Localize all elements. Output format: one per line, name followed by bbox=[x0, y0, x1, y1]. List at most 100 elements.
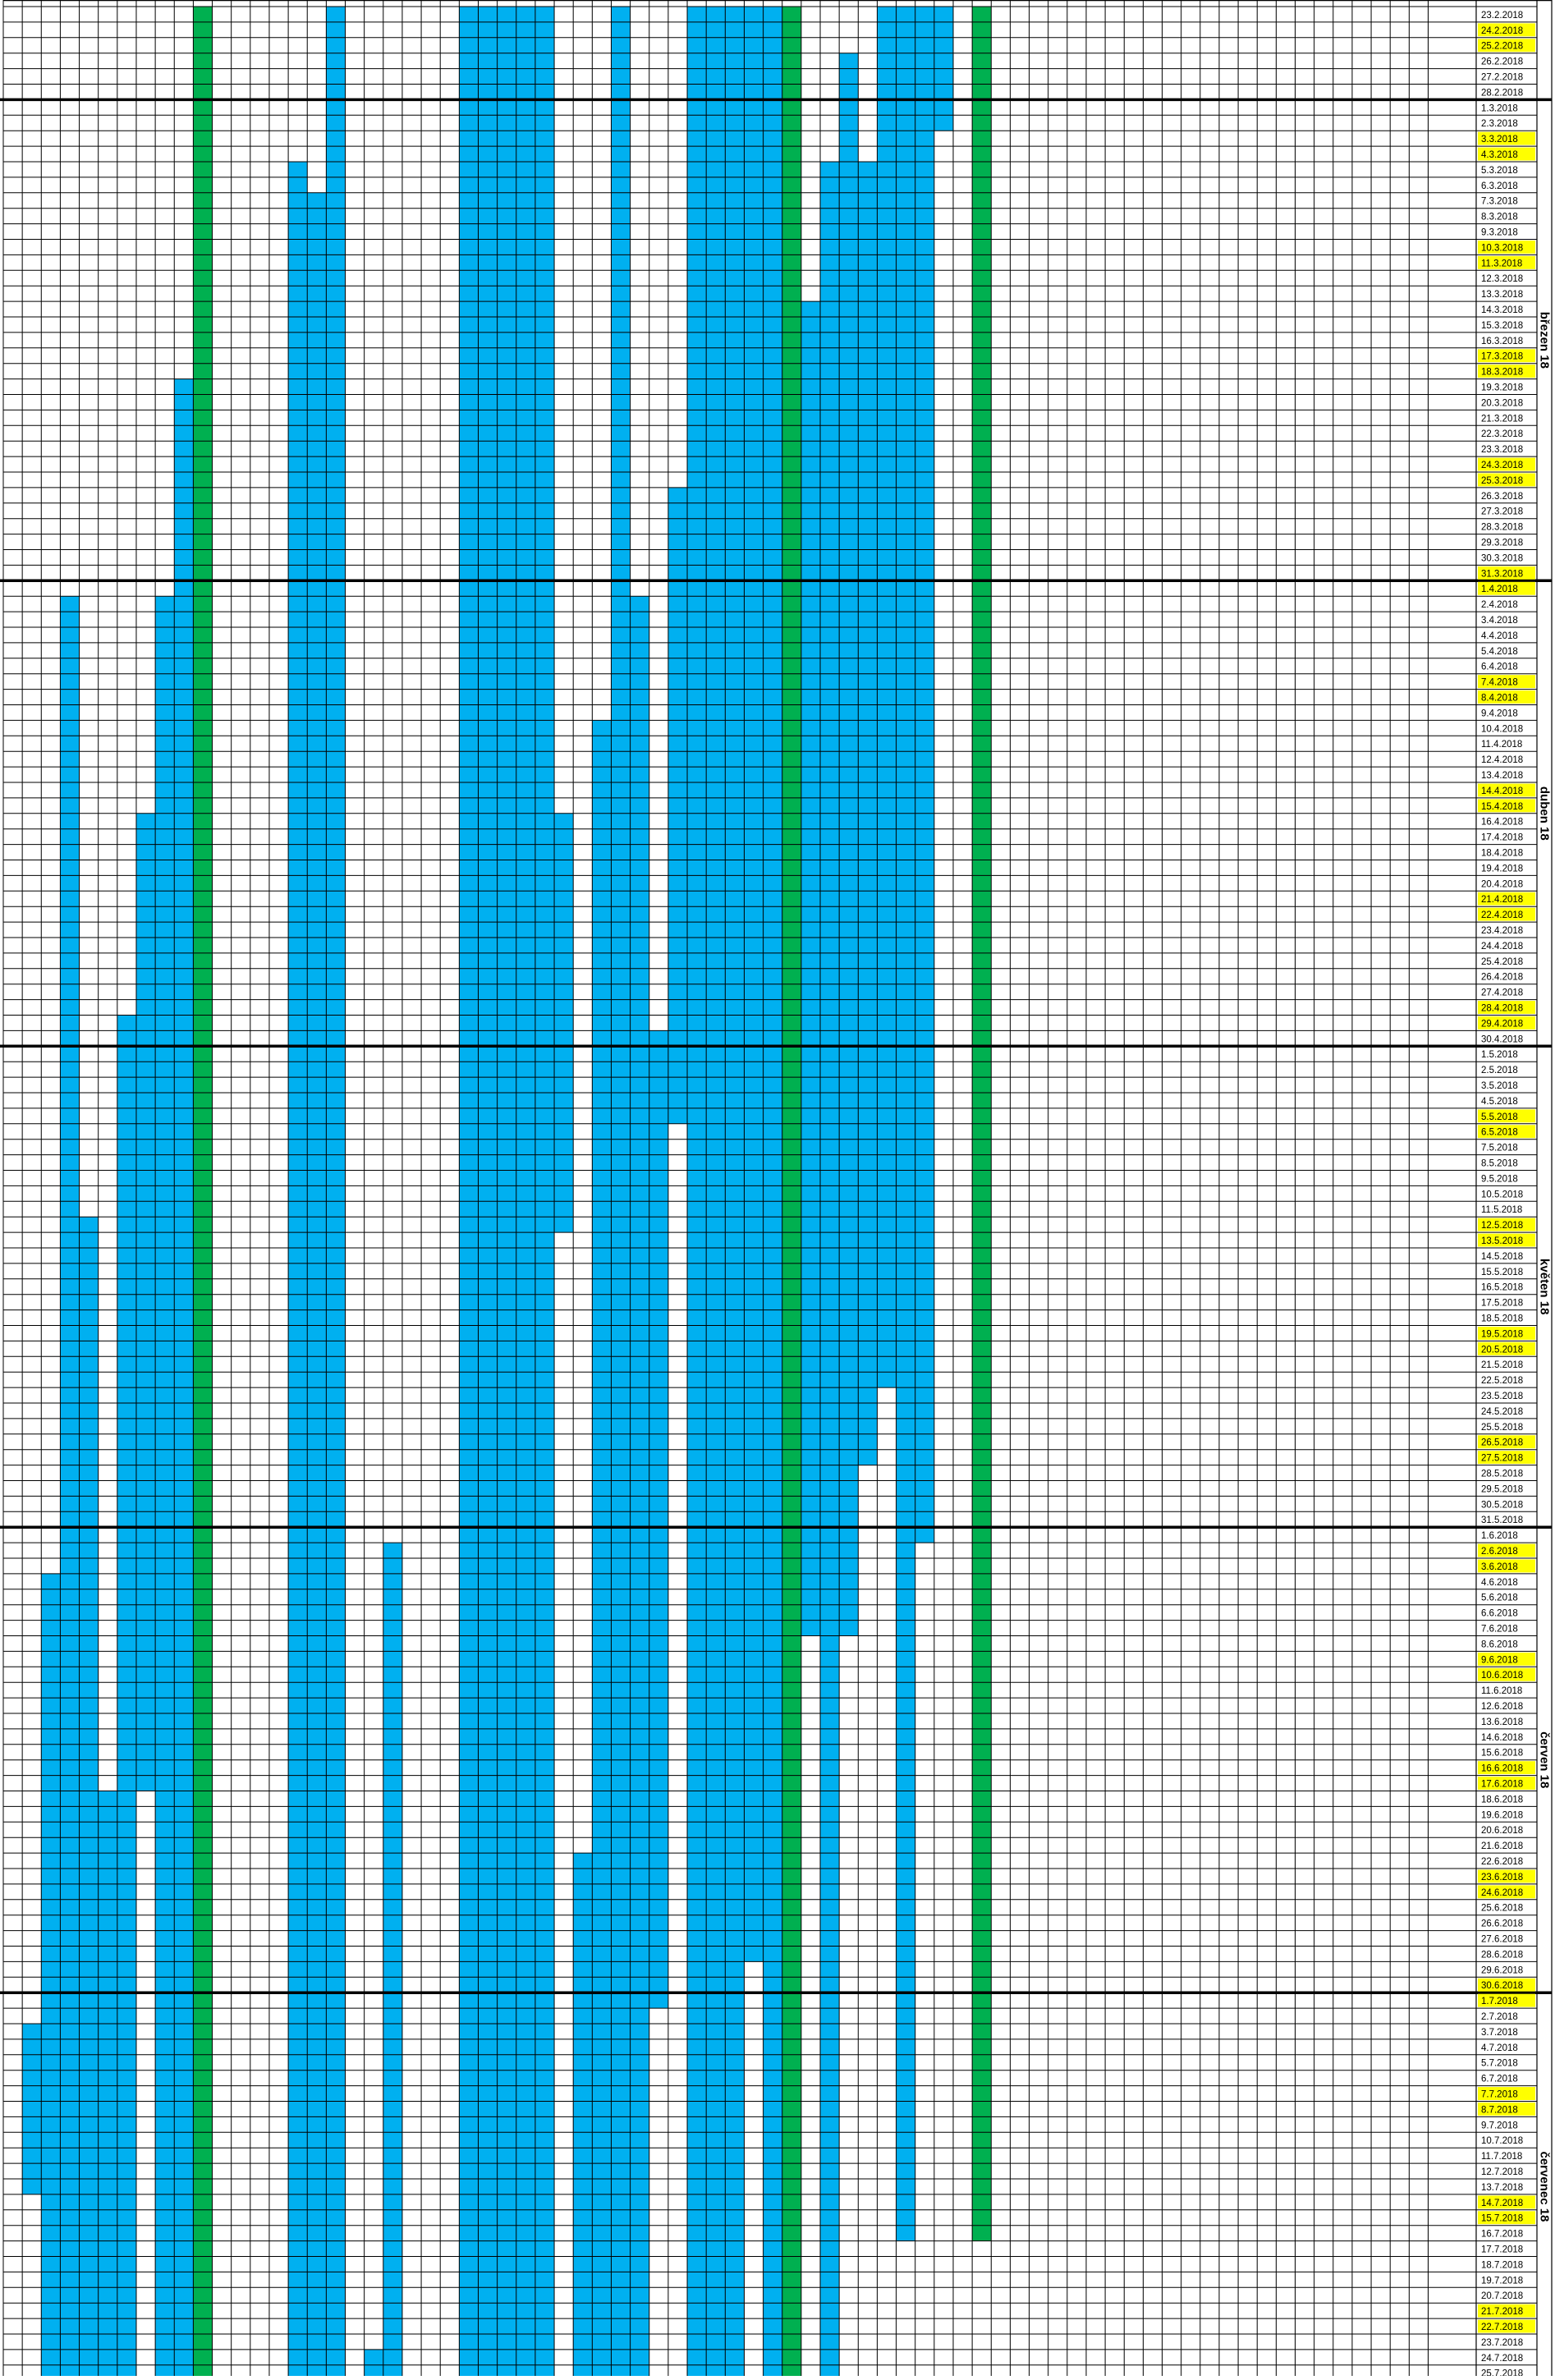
blue-bar-29 bbox=[725, 7, 745, 2380]
weekend-highlight bbox=[1478, 147, 1535, 161]
weekend-highlight bbox=[1478, 1559, 1535, 1573]
weekend-highlight bbox=[1478, 457, 1535, 471]
weekend-highlight bbox=[1478, 783, 1535, 797]
date-label: 30.4.2018 bbox=[1481, 1034, 1523, 1044]
date-label: 15.7.2018 bbox=[1481, 2214, 1523, 2224]
date-label: 5.3.2018 bbox=[1481, 166, 1518, 176]
date-label: 28.4.2018 bbox=[1481, 1004, 1523, 1014]
date-label: 5.6.2018 bbox=[1481, 1594, 1518, 1603]
blue-bar-3 bbox=[79, 1217, 99, 2380]
date-label: 16.6.2018 bbox=[1481, 1764, 1523, 1774]
date-label: 30.3.2018 bbox=[1481, 553, 1523, 563]
month-label: červen 18 bbox=[1538, 1731, 1552, 1788]
blue-bar-13 bbox=[364, 2349, 383, 2380]
date-label: 28.2.2018 bbox=[1481, 88, 1523, 98]
blue-bar-10 bbox=[288, 162, 308, 2380]
blue-bar-1 bbox=[41, 1573, 61, 2380]
date-label: 5.7.2018 bbox=[1481, 2059, 1518, 2069]
weekend-highlight bbox=[1478, 799, 1535, 813]
date-label: 5.5.2018 bbox=[1481, 1112, 1518, 1122]
date-label: 17.7.2018 bbox=[1481, 2245, 1523, 2255]
date-label: 27.2.2018 bbox=[1481, 73, 1523, 83]
blue-bar-24 bbox=[630, 596, 649, 2380]
weekend-highlight bbox=[1478, 1435, 1535, 1449]
date-label: 14.4.2018 bbox=[1481, 786, 1523, 796]
date-label: 13.7.2018 bbox=[1481, 2183, 1523, 2193]
date-label: 24.5.2018 bbox=[1481, 1407, 1523, 1417]
date-label: 30.5.2018 bbox=[1481, 1500, 1523, 1510]
date-label: 11.4.2018 bbox=[1481, 740, 1522, 750]
date-label: 9.7.2018 bbox=[1481, 2121, 1518, 2130]
date-label: 20.6.2018 bbox=[1481, 1826, 1523, 1836]
date-label: 17.4.2018 bbox=[1481, 833, 1523, 843]
blue-bar-21 bbox=[573, 1853, 593, 2380]
date-label: 15.5.2018 bbox=[1481, 1268, 1523, 1277]
date-label: 8.7.2018 bbox=[1481, 2105, 1518, 2115]
date-label: 8.6.2018 bbox=[1481, 1639, 1518, 1649]
month-label: červenec 18 bbox=[1538, 2151, 1552, 2222]
weekend-highlight bbox=[1478, 2103, 1535, 2116]
blue-bar-26 bbox=[667, 487, 688, 1124]
date-label: 29.5.2018 bbox=[1481, 1484, 1523, 1494]
date-label: 31.5.2018 bbox=[1481, 1516, 1523, 1525]
date-label: 18.3.2018 bbox=[1481, 368, 1523, 378]
weekend-highlight bbox=[1478, 365, 1535, 378]
date-label: 20.4.2018 bbox=[1481, 879, 1523, 889]
date-label: 2.5.2018 bbox=[1481, 1066, 1518, 1075]
date-label: 22.4.2018 bbox=[1481, 910, 1523, 920]
date-label: 1.7.2018 bbox=[1481, 1997, 1518, 2006]
date-label: 12.5.2018 bbox=[1481, 1221, 1523, 1231]
date-label: 11.7.2018 bbox=[1481, 2152, 1522, 2162]
date-label: 23.5.2018 bbox=[1481, 1392, 1523, 1401]
weekend-highlight bbox=[1478, 2195, 1535, 2209]
weekend-highlight bbox=[1478, 1218, 1535, 1231]
blue-bar-8 bbox=[174, 378, 194, 2380]
date-label: 2.6.2018 bbox=[1481, 1547, 1518, 1557]
blue-bar-25 bbox=[649, 1030, 668, 2009]
weekend-highlight bbox=[1478, 907, 1535, 921]
blue-bar-11 bbox=[307, 192, 327, 2380]
date-label: 31.3.2018 bbox=[1481, 569, 1523, 579]
weekend-highlight bbox=[1478, 2319, 1535, 2333]
weekend-highlight bbox=[1478, 39, 1535, 53]
green-bar-32 bbox=[782, 7, 801, 2380]
blue-bar-37 bbox=[877, 7, 897, 1388]
weekend-highlight bbox=[1478, 241, 1535, 254]
date-label: 4.7.2018 bbox=[1481, 2043, 1518, 2053]
date-label: 30.6.2018 bbox=[1481, 1981, 1523, 1991]
weekend-highlight bbox=[1478, 1885, 1535, 1899]
date-label: 11.6.2018 bbox=[1481, 1686, 1522, 1696]
date-label: 15.6.2018 bbox=[1481, 1749, 1523, 1759]
date-label: 17.3.2018 bbox=[1481, 352, 1523, 362]
date-label: 3.5.2018 bbox=[1481, 1081, 1518, 1091]
weekend-highlight bbox=[1478, 349, 1535, 363]
date-label: 16.4.2018 bbox=[1481, 818, 1523, 828]
date-label: 21.6.2018 bbox=[1481, 1841, 1523, 1851]
date-label: 2.7.2018 bbox=[1481, 2012, 1518, 2022]
weekend-highlight bbox=[1478, 2087, 1535, 2100]
date-label: 24.3.2018 bbox=[1481, 461, 1523, 470]
date-label: 13.5.2018 bbox=[1481, 1236, 1523, 1246]
date-label: 22.3.2018 bbox=[1481, 429, 1523, 439]
date-label: 4.3.2018 bbox=[1481, 150, 1518, 160]
date-label: 19.5.2018 bbox=[1481, 1329, 1523, 1339]
date-label: 10.3.2018 bbox=[1481, 243, 1523, 253]
date-label: 27.6.2018 bbox=[1481, 1935, 1523, 1945]
date-label: 28.3.2018 bbox=[1481, 523, 1523, 533]
blue-bar-19 bbox=[534, 7, 555, 2380]
date-label: 19.3.2018 bbox=[1481, 383, 1523, 393]
weekend-highlight bbox=[1478, 1233, 1535, 1247]
weekend-highlight bbox=[1478, 1125, 1535, 1139]
date-label: 24.6.2018 bbox=[1481, 1888, 1523, 1898]
date-label: 3.4.2018 bbox=[1481, 616, 1518, 626]
date-label: 10.6.2018 bbox=[1481, 1671, 1523, 1681]
weekend-highlight bbox=[1478, 675, 1535, 689]
date-label: 19.4.2018 bbox=[1481, 864, 1523, 874]
date-label: 25.7.2018 bbox=[1481, 2369, 1523, 2376]
green-bar-9 bbox=[193, 7, 213, 2380]
date-label: 3.7.2018 bbox=[1481, 2028, 1518, 2038]
date-label: 7.6.2018 bbox=[1481, 1625, 1518, 1635]
date-label: 17.6.2018 bbox=[1481, 1780, 1523, 1790]
